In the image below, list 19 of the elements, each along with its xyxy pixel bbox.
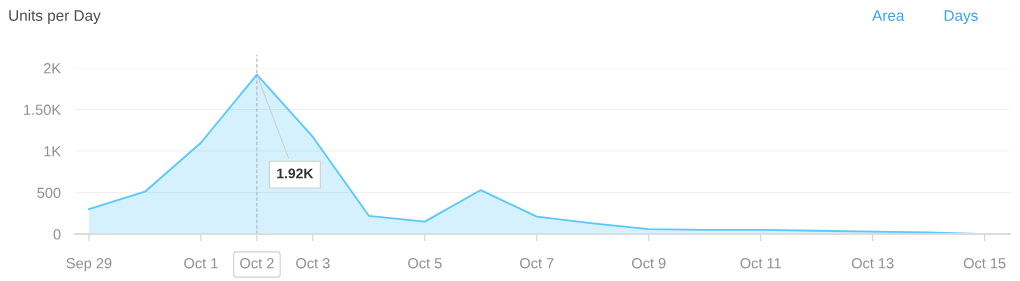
x-tick-label: Oct 7	[520, 258, 554, 269]
x-tick-label: Sep 29	[66, 258, 112, 272]
chart-title: Units per Day	[9, 9, 101, 24]
x-tick-label: Oct 11	[740, 258, 781, 269]
y-tick-label: 1.50K	[24, 104, 61, 115]
x-tick-label: Oct 5	[408, 258, 442, 269]
text: Area	[872, 10, 905, 21]
x-tick-label: Oct 2	[240, 258, 274, 269]
x-tick-label: Oct 15	[963, 258, 1006, 269]
x-tick-label: Oct 3	[296, 258, 330, 269]
y-tick-label: 1K	[44, 146, 61, 157]
x-tick-label: Oct 1	[184, 258, 218, 269]
y-tick-label: 0	[53, 229, 61, 240]
x-tick-label: Oct 13	[851, 258, 894, 269]
y-tick-label: 2K	[43, 63, 61, 74]
text: Days	[944, 10, 978, 24]
x-tick-label: Oct 9	[632, 258, 666, 269]
annotation: 1.92K	[277, 168, 314, 179]
y-tick-label: 500	[37, 187, 61, 198]
